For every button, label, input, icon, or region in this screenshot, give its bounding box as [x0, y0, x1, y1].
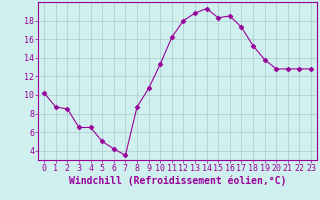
X-axis label: Windchill (Refroidissement éolien,°C): Windchill (Refroidissement éolien,°C) — [69, 176, 286, 186]
